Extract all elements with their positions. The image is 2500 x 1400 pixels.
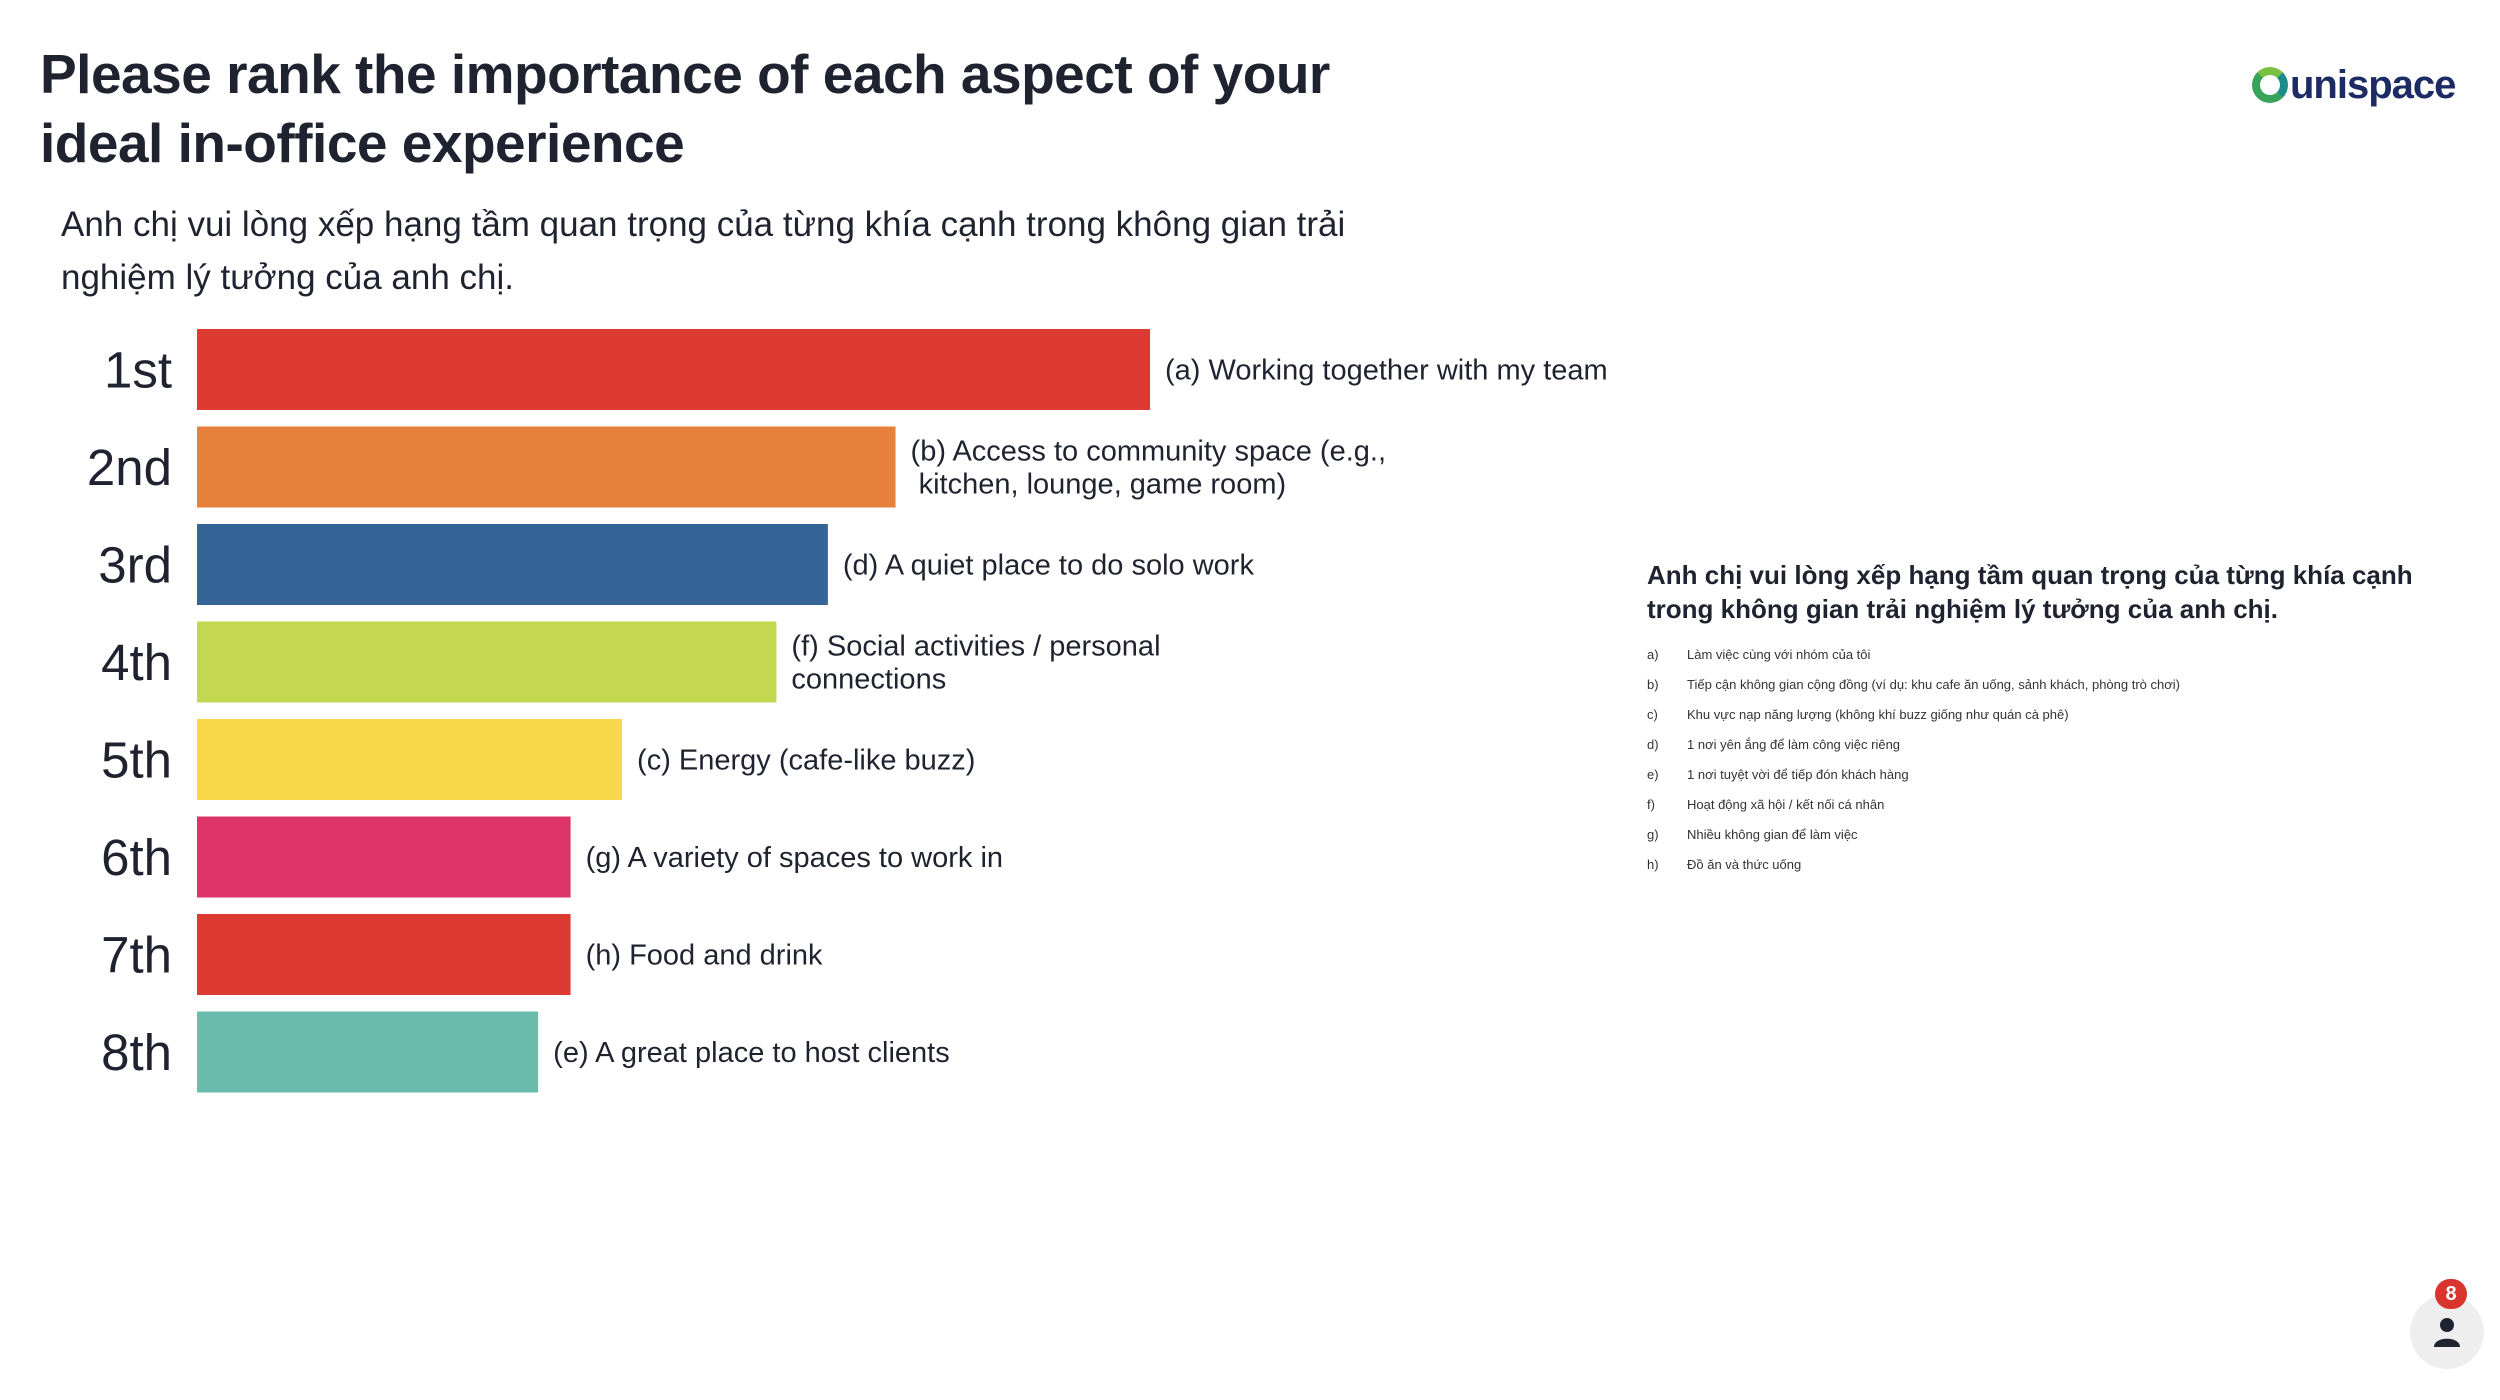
rank-label: 6th: [101, 829, 172, 886]
bar-label: (h) Food and drink: [586, 940, 823, 972]
bar-label-line: kitchen, lounge, game room): [911, 469, 1287, 501]
bar-label: (e) A great place to host clients: [553, 1037, 950, 1069]
bar: [197, 914, 571, 995]
participants-button[interactable]: 8: [2410, 1279, 2484, 1369]
translation-legend: Anh chị vui lòng xếp hạng tầm quan trọng…: [1647, 558, 2447, 880]
bar-label: (d) A quiet place to do solo work: [843, 550, 1255, 582]
bar-label-line: (d) A quiet place to do solo work: [843, 550, 1255, 582]
bar-label-line: (e) A great place to host clients: [553, 1037, 950, 1069]
ranking-bar-chart: 1st (a) Working together with my team 2nd (…: [87, 329, 1608, 1093]
legend-item: d) 1 nơi yên ắng để làm công việc riêng: [1647, 730, 2447, 760]
logo-text: unispace: [2290, 62, 2456, 107]
rank-label: 4th: [101, 634, 172, 691]
legend-item: e) 1 nơi tuyệt vời để tiếp đón khách hàng: [1647, 760, 2447, 790]
rank-label: 3rd: [98, 537, 172, 594]
rank-label: 8th: [101, 1024, 172, 1081]
legend-item-text: Hoạt động xã hội / kết nối cá nhân: [1687, 797, 1885, 812]
bar-label: (c) Energy (cafe-like buzz): [637, 745, 975, 777]
rank-label: 1st: [104, 342, 172, 399]
legend-item-key: d): [1647, 737, 1659, 752]
bar: [197, 1011, 539, 1093]
bar: [197, 524, 828, 605]
legend-item: b) Tiếp cận không gian cộng đồng (ví dụ: …: [1647, 670, 2447, 700]
rank-label: 5th: [101, 732, 172, 789]
bar-label-line: (h) Food and drink: [586, 940, 823, 972]
bar-label-line: (b) Access to community space (e.g.,: [911, 436, 1386, 468]
legend-item: f) Hoạt động xã hội / kết nối cá nhân: [1647, 790, 2447, 820]
bar-label: (f) Social activities / personal connecti…: [791, 631, 1160, 696]
bar-label-line: connections: [791, 664, 946, 696]
legend-item-text: 1 nơi tuyệt vời để tiếp đón khách hàng: [1687, 767, 1909, 782]
legend-item: a) Làm việc cùng với nhóm của tôi: [1647, 640, 2447, 670]
legend-item-key: a): [1647, 647, 1659, 662]
person-icon: [2434, 1318, 2460, 1347]
bar-label-line: (a) Working together with my team: [1165, 355, 1608, 387]
legend-item-key: g): [1647, 827, 1659, 842]
legend-item-text: Làm việc cùng với nhóm của tôi: [1687, 647, 1871, 662]
legend-item-text: Đồ ăn và thức uống: [1687, 857, 1802, 872]
bar: [197, 426, 896, 508]
legend-item: g) Nhiều không gian để làm việc: [1647, 820, 2447, 850]
bar-label: (b) Access to community space (e.g., kit…: [911, 436, 1386, 501]
bar: [197, 621, 777, 703]
legend-title: Anh chị vui lòng xếp hạng tầm quan trọng…: [1647, 560, 2413, 624]
legend-item-key: c): [1647, 707, 1658, 722]
bar: [197, 816, 571, 898]
legend-item-key: f): [1647, 797, 1655, 812]
legend-item-text: Khu vực nạp năng lượng (không khí buzz g…: [1687, 707, 2069, 722]
rank-label: 7th: [101, 927, 172, 984]
bar-label-line: (c) Energy (cafe-like buzz): [637, 745, 975, 777]
legend-item-text: 1 nơi yên ắng để làm công việc riêng: [1687, 737, 1901, 752]
bar: [197, 329, 1150, 410]
bar: [197, 719, 623, 800]
unispace-logo: unispace: [2252, 60, 2456, 110]
page-subtitle: Anh chị vui lòng xếp hạng tầm quan trọng…: [61, 205, 1346, 297]
legend-item-key: e): [1647, 767, 1659, 782]
rank-label: 2nd: [87, 439, 172, 496]
legend-item: h) Đồ ăn và thức uống: [1647, 850, 2447, 880]
legend-item-text: Nhiều không gian để làm việc: [1687, 827, 1858, 842]
legend-item-key: h): [1647, 857, 1659, 872]
bar-label-line: (f) Social activities / personal: [791, 631, 1160, 663]
legend-list: a) Làm việc cùng với nhóm của tôi b) Tiếp c…: [1647, 640, 2447, 880]
bar-label: (a) Working together with my team: [1165, 355, 1608, 387]
bar-label: (g) A variety of spaces to work in: [586, 842, 1003, 874]
page-title: Please rank the importance of each aspec…: [40, 43, 1330, 174]
notification-badge: 8: [2435, 1279, 2467, 1309]
legend-item-key: b): [1647, 677, 1659, 692]
logo-ring-icon: [2252, 67, 2288, 103]
legend-item: c) Khu vực nạp năng lượng (không khí buzz…: [1647, 700, 2447, 730]
legend-item-text: Tiếp cận không gian cộng đồng (ví dụ: kh…: [1687, 677, 2180, 692]
bar-label-line: (g) A variety of spaces to work in: [586, 842, 1003, 874]
